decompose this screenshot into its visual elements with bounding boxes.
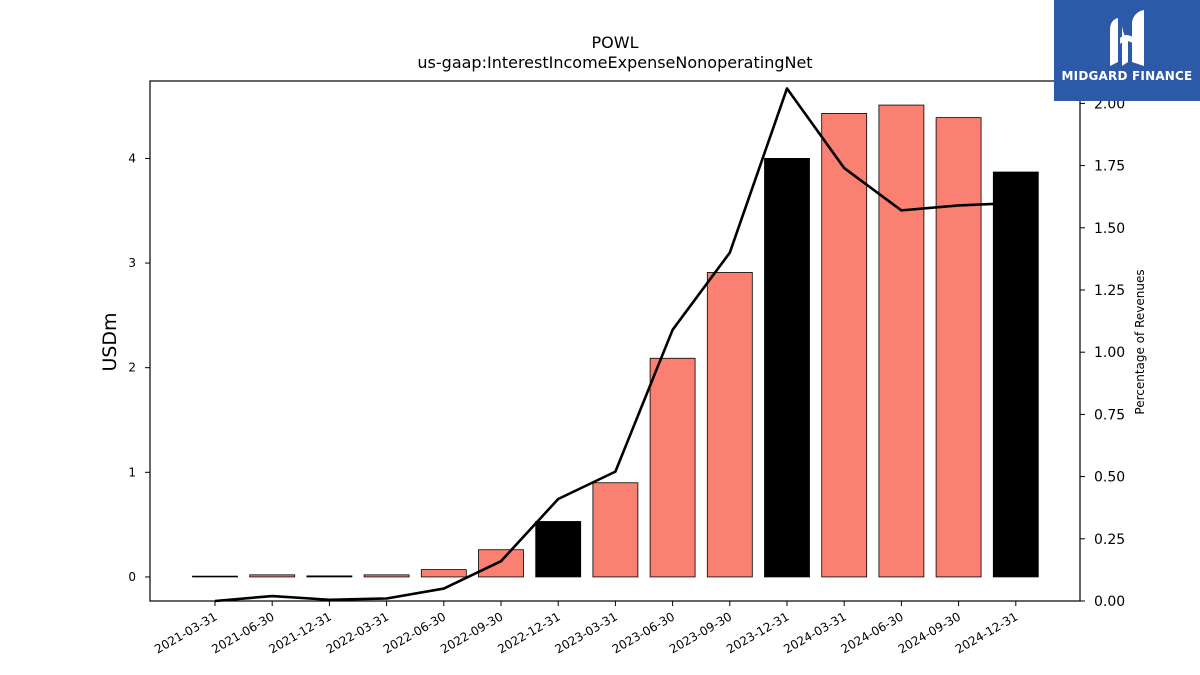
y-tick-label: 2 xyxy=(128,361,136,375)
bar-2023-09-30 xyxy=(706,272,753,578)
logo-text: MIDGARD FINANCE xyxy=(1061,69,1193,83)
y2-tick-label: 1.50 xyxy=(1094,221,1125,237)
bar-2024-06-30 xyxy=(878,104,925,578)
y2-tick-label: 0.50 xyxy=(1094,470,1125,486)
x-tick-label: 2023-12-31 xyxy=(724,609,791,656)
chart-title: POWL xyxy=(592,33,639,52)
x-axis: 2021-03-312021-06-302021-12-312022-03-31… xyxy=(152,601,1020,656)
chart-subtitle: us-gaap:InterestIncomeExpenseNonoperatin… xyxy=(417,53,812,72)
bar-2022-03-31 xyxy=(363,574,410,578)
midgard-finance-logo: MIDGARD FINANCE xyxy=(1054,0,1200,101)
midgard-logo-icon xyxy=(1110,10,1144,66)
x-tick-label: 2022-06-30 xyxy=(381,609,448,656)
bar-group xyxy=(192,104,1039,578)
bar-2022-09-30 xyxy=(478,549,524,578)
bar-2024-03-31 xyxy=(821,113,868,578)
x-tick-label: 2022-12-31 xyxy=(495,609,562,656)
bar-2022-06-30 xyxy=(420,569,467,578)
bar-2021-12-31 xyxy=(306,575,353,578)
x-tick-label: 2021-03-31 xyxy=(152,609,219,656)
percentage-line xyxy=(214,87,1016,603)
bar-2022-12-31 xyxy=(535,521,582,578)
x-tick-label: 2021-06-30 xyxy=(209,609,276,656)
x-tick-label: 2022-09-30 xyxy=(438,609,505,656)
x-tick-label: 2024-12-31 xyxy=(953,609,1020,656)
bar-2023-03-31 xyxy=(592,482,639,578)
x-tick-label: 2022-03-31 xyxy=(324,609,391,656)
y2-tick-label: 1.25 xyxy=(1094,283,1125,299)
y2-tick-label: 0.25 xyxy=(1094,532,1125,548)
x-tick-label: 2024-09-30 xyxy=(896,609,963,656)
x-tick-label: 2023-03-31 xyxy=(552,609,619,656)
y2-tick-label: 0.75 xyxy=(1094,407,1125,423)
y2-tick-label: 0.00 xyxy=(1094,594,1125,610)
y2-axis-label: Percentage of Revenues xyxy=(1133,269,1147,414)
bar-2024-12-31 xyxy=(992,171,1039,578)
y2-tick-label: 1.75 xyxy=(1094,159,1125,175)
y2-axis: 0.000.250.500.751.001.251.501.752.00 xyxy=(1080,96,1125,610)
y-axis-label: USDm xyxy=(99,312,121,371)
y-tick-label: 0 xyxy=(128,570,136,584)
y2-tick-label: 1.00 xyxy=(1094,345,1125,361)
y-axis: 0 1 2 3 4 xyxy=(128,151,150,584)
y-tick-label: 1 xyxy=(128,465,136,479)
bar-2023-06-30 xyxy=(649,357,696,578)
x-tick-label: 2024-03-31 xyxy=(781,609,848,656)
bar-2021-06-30 xyxy=(249,574,296,578)
bar-2023-12-31 xyxy=(764,158,810,578)
y-tick-label: 4 xyxy=(128,151,136,165)
x-tick-label: 2024-06-30 xyxy=(838,609,905,656)
line-group xyxy=(214,87,1016,603)
x-tick-label: 2023-06-30 xyxy=(610,609,677,656)
x-tick-label: 2021-12-31 xyxy=(266,609,333,656)
x-tick-label: 2023-09-30 xyxy=(667,609,734,656)
y-tick-label: 3 xyxy=(128,256,136,270)
bar-2021-03-31 xyxy=(192,575,238,578)
bar-2024-09-30 xyxy=(935,117,982,578)
